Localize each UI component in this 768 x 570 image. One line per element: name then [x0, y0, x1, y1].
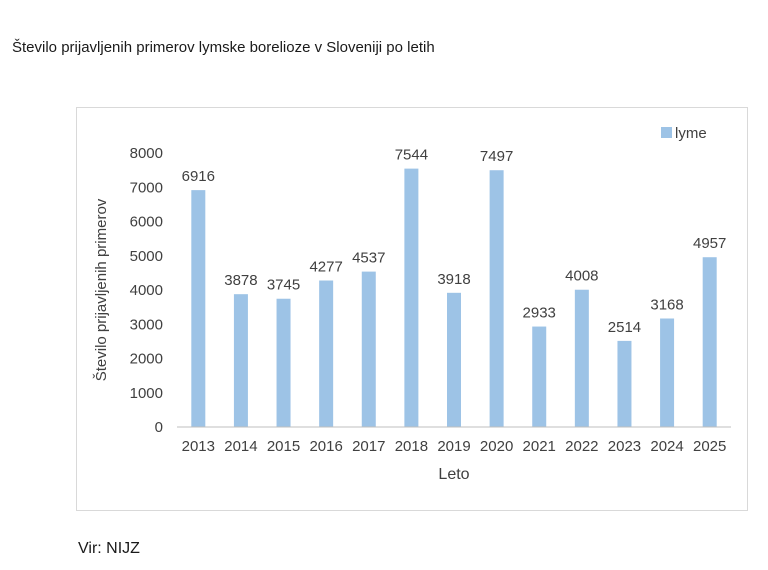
- x-tick-label: 2013: [182, 438, 215, 455]
- y-axis-title: Število prijavljenih primerov: [93, 198, 110, 381]
- y-tick-label: 0: [155, 419, 163, 436]
- bar: [191, 190, 206, 427]
- legend-swatch: [661, 127, 672, 138]
- chart-area: 0 1000 2000 3000 4000 5000 6000 7000 8000 6916 38…: [76, 107, 748, 511]
- y-tick-label: 1000: [130, 385, 163, 402]
- x-tick-label: 2022: [565, 438, 598, 455]
- x-tick-label: 2025: [693, 438, 726, 455]
- data-label: 4957: [693, 235, 726, 252]
- bar: [532, 326, 547, 427]
- x-tick-label: 2014: [224, 438, 257, 455]
- y-tick-label: 8000: [130, 145, 163, 162]
- data-label: 4277: [309, 259, 342, 276]
- y-tick-label: 2000: [130, 351, 163, 368]
- page-title: Število prijavljenih primerov lymske bor…: [12, 39, 435, 56]
- source-note: Vir: NIJZ: [78, 540, 140, 557]
- bar: [404, 168, 419, 428]
- y-tick-label: 4000: [130, 282, 163, 299]
- data-label: 3168: [650, 296, 683, 313]
- legend-label: lyme: [675, 125, 707, 142]
- bar: [447, 292, 461, 427]
- x-tick-label: 2018: [395, 438, 428, 455]
- x-tick-label: 2019: [437, 438, 470, 455]
- data-label: 2933: [523, 305, 556, 322]
- data-label: 2514: [608, 319, 641, 336]
- data-label: 7544: [395, 147, 428, 164]
- bar: [361, 271, 376, 427]
- bar: [319, 280, 334, 427]
- bar: [702, 257, 717, 427]
- bar: [617, 340, 632, 427]
- x-tick-label: 2021: [523, 438, 556, 455]
- bar: [660, 318, 675, 427]
- y-tick-label: 7000: [130, 179, 163, 196]
- data-label: 4008: [565, 268, 598, 285]
- x-tick-label: 2016: [309, 438, 342, 455]
- data-label: 7497: [480, 148, 513, 165]
- data-label: 3878: [224, 272, 257, 289]
- data-label: 3745: [267, 277, 300, 294]
- bar: [574, 289, 589, 427]
- bars: [191, 168, 717, 428]
- x-tick-label: 2023: [608, 438, 641, 455]
- bar-chart: 0 1000 2000 3000 4000 5000 6000 7000 8000 6916 38…: [93, 125, 731, 483]
- bar: [276, 298, 291, 427]
- x-axis-ticks: 2013 2014 2015 2016 2017 2018 2019 2020 2021 2022…: [182, 438, 727, 455]
- data-label: 4537: [352, 250, 385, 267]
- x-axis-title: Leto: [438, 466, 469, 483]
- y-tick-label: 5000: [130, 248, 163, 265]
- legend: lyme: [661, 125, 707, 142]
- x-tick-label: 2020: [480, 438, 513, 455]
- data-label: 3918: [437, 271, 470, 288]
- y-tick-label: 3000: [130, 316, 163, 333]
- data-labels: 6916 3878 3745 4277 4537 7544 3918 7497 2933 4008…: [182, 147, 727, 336]
- x-tick-label: 2024: [650, 438, 683, 455]
- bar: [489, 170, 504, 427]
- x-tick-label: 2017: [352, 438, 385, 455]
- x-tick-label: 2015: [267, 438, 300, 455]
- data-label: 6916: [182, 168, 215, 185]
- bar: [233, 294, 248, 427]
- y-tick-label: 6000: [130, 214, 163, 231]
- y-axis-ticks: 0 1000 2000 3000 4000 5000 6000 7000 8000: [130, 145, 163, 436]
